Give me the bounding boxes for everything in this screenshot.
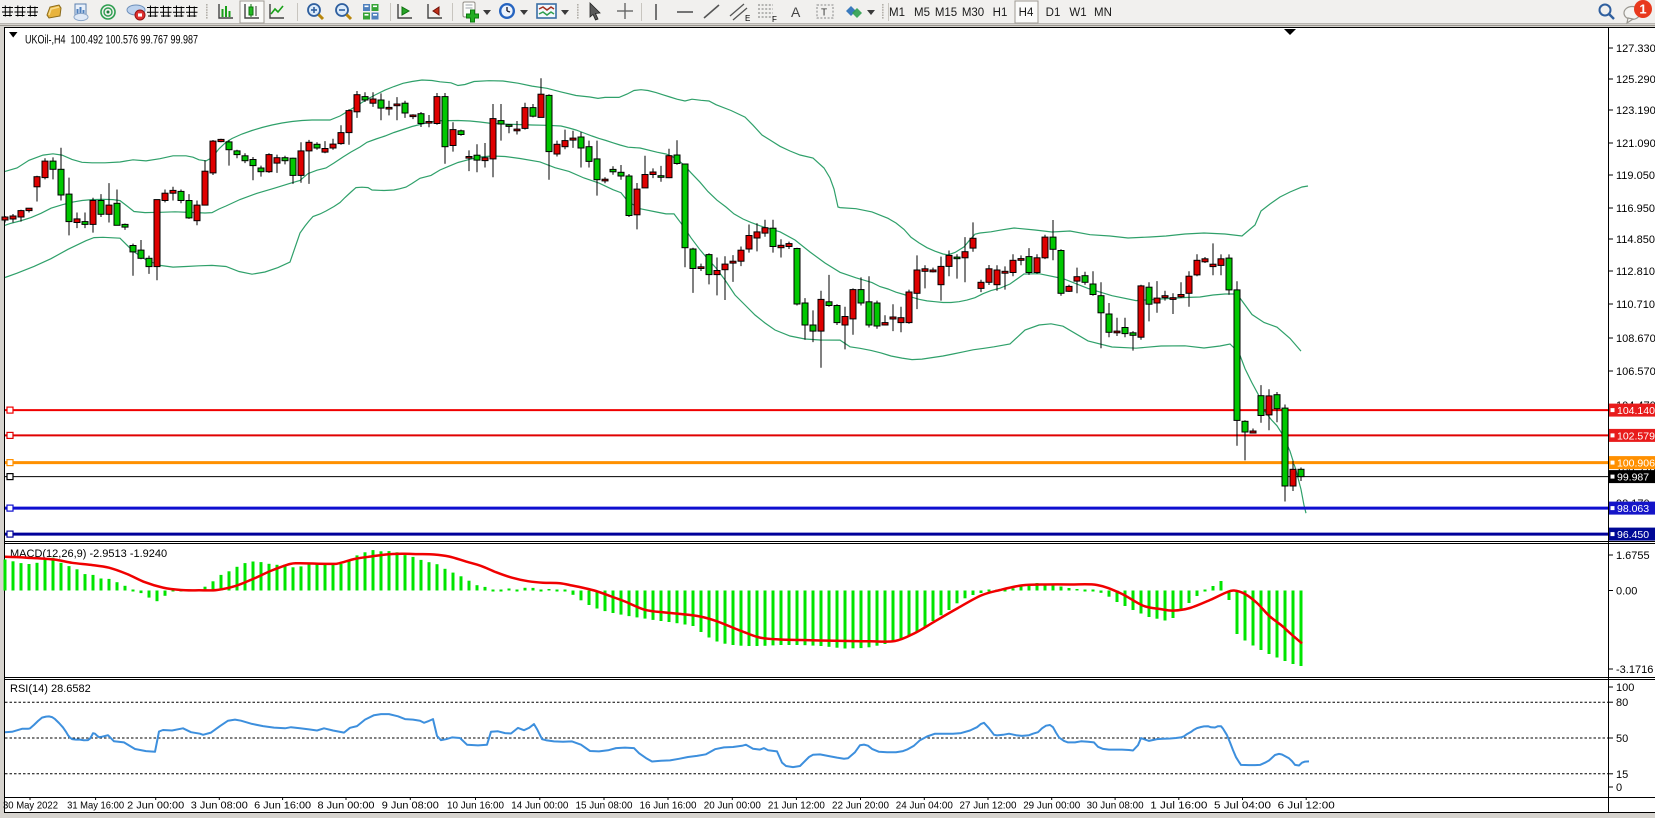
svg-text:6 Jul 12:00: 6 Jul 12:00 bbox=[1278, 800, 1335, 812]
svg-text:3 Jun 08:00: 3 Jun 08:00 bbox=[191, 800, 248, 812]
svg-text:1.6755: 1.6755 bbox=[1616, 550, 1650, 562]
svg-text:15: 15 bbox=[1616, 769, 1628, 781]
svg-text:F: F bbox=[772, 15, 777, 24]
svg-text:99.987: 99.987 bbox=[1617, 472, 1649, 484]
svg-text:127.330: 127.330 bbox=[1616, 43, 1655, 55]
svg-text:112.810: 112.810 bbox=[1616, 266, 1655, 278]
svg-text:W1: W1 bbox=[1069, 7, 1086, 19]
svg-text:100: 100 bbox=[1616, 682, 1634, 694]
svg-text:1 Jul 16:00: 1 Jul 16:00 bbox=[1150, 800, 1207, 812]
svg-text:9 Jun 08:00: 9 Jun 08:00 bbox=[382, 800, 439, 812]
svg-text:30 May 2022: 30 May 2022 bbox=[3, 800, 58, 812]
svg-text:0.00: 0.00 bbox=[1616, 586, 1637, 598]
svg-text:50: 50 bbox=[1616, 733, 1628, 745]
svg-text:121.090: 121.090 bbox=[1616, 138, 1655, 150]
svg-text:D1: D1 bbox=[1046, 7, 1061, 19]
svg-text:30 Jun 08:00: 30 Jun 08:00 bbox=[1087, 800, 1144, 812]
svg-text:125.290: 125.290 bbox=[1616, 74, 1655, 86]
svg-text:108.670: 108.670 bbox=[1616, 333, 1655, 345]
svg-text:20 Jun 00:00: 20 Jun 00:00 bbox=[704, 800, 761, 812]
svg-text:RSI(14) 28.6582: RSI(14) 28.6582 bbox=[10, 683, 91, 695]
svg-text:114.850: 114.850 bbox=[1616, 234, 1655, 246]
svg-text:16 Jun 16:00: 16 Jun 16:00 bbox=[640, 800, 697, 812]
svg-text:8 Jun 00:00: 8 Jun 00:00 bbox=[318, 800, 375, 812]
svg-text:96.450: 96.450 bbox=[1617, 529, 1649, 541]
svg-text:UKOil-,H4 100.492 100.576 99.: UKOil-,H4 100.492 100.576 99.767 99.987 bbox=[25, 35, 198, 47]
svg-text:110.710: 110.710 bbox=[1616, 299, 1655, 311]
svg-text:14 Jun 00:00: 14 Jun 00:00 bbox=[511, 800, 568, 812]
svg-text:1: 1 bbox=[1639, 2, 1646, 17]
svg-text:104.140: 104.140 bbox=[1617, 405, 1655, 417]
svg-text:5 Jul 04:00: 5 Jul 04:00 bbox=[1214, 800, 1271, 812]
svg-text:106.570: 106.570 bbox=[1616, 366, 1655, 378]
svg-text:T: T bbox=[821, 8, 827, 19]
svg-text:123.190: 123.190 bbox=[1616, 105, 1655, 117]
svg-text:29 Jun 00:00: 29 Jun 00:00 bbox=[1023, 800, 1080, 812]
svg-text:-3.1716: -3.1716 bbox=[1616, 664, 1653, 676]
svg-text:0: 0 bbox=[1616, 782, 1622, 794]
svg-text:A: A bbox=[791, 4, 801, 20]
svg-text:22 Jun 20:00: 22 Jun 20:00 bbox=[832, 800, 889, 812]
svg-text:24 Jun 04:00: 24 Jun 04:00 bbox=[896, 800, 953, 812]
svg-text:MN: MN bbox=[1094, 7, 1112, 19]
svg-text:2 Jun 00:00: 2 Jun 00:00 bbox=[127, 800, 184, 812]
svg-text:M15: M15 bbox=[935, 7, 957, 19]
svg-text:H1: H1 bbox=[993, 7, 1008, 19]
svg-text:E: E bbox=[745, 14, 750, 23]
svg-text:H4: H4 bbox=[1019, 7, 1034, 19]
svg-text:27 Jun 12:00: 27 Jun 12:00 bbox=[960, 800, 1017, 812]
svg-text:116.950: 116.950 bbox=[1616, 203, 1655, 215]
svg-text:M30: M30 bbox=[962, 7, 984, 19]
svg-text:21 Jun 12:00: 21 Jun 12:00 bbox=[768, 800, 825, 812]
svg-text:100.906: 100.906 bbox=[1617, 458, 1655, 470]
svg-text:102.579: 102.579 bbox=[1617, 430, 1655, 442]
svg-text:MACD(12,26,9) -2.9513 -1.9240: MACD(12,26,9) -2.9513 -1.9240 bbox=[10, 548, 167, 560]
svg-text:M1: M1 bbox=[889, 7, 905, 19]
svg-text:31 May 16:00: 31 May 16:00 bbox=[67, 800, 124, 812]
svg-text:10 Jun 16:00: 10 Jun 16:00 bbox=[447, 800, 504, 812]
svg-text:80: 80 bbox=[1616, 697, 1628, 709]
svg-text:15 Jun 08:00: 15 Jun 08:00 bbox=[576, 800, 633, 812]
svg-text:6 Jun 16:00: 6 Jun 16:00 bbox=[254, 800, 311, 812]
svg-text:98.063: 98.063 bbox=[1617, 503, 1649, 515]
svg-text:119.050: 119.050 bbox=[1616, 170, 1655, 182]
svg-text:M5: M5 bbox=[914, 7, 930, 19]
